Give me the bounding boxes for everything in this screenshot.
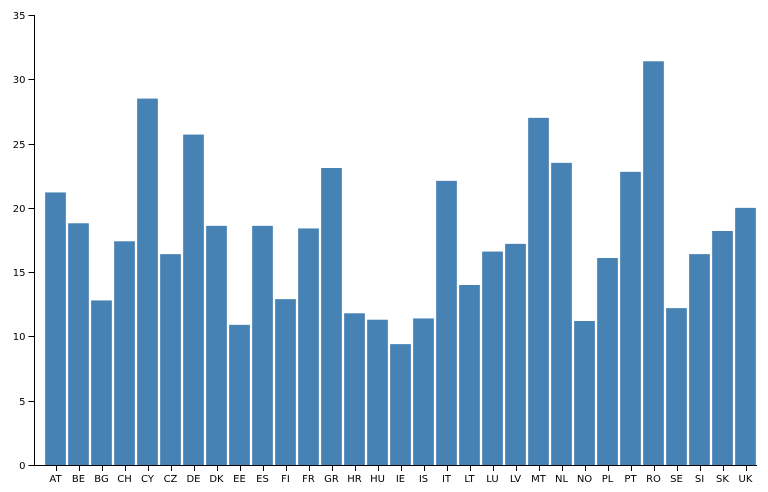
bar xyxy=(114,241,135,465)
bar xyxy=(137,98,158,466)
bar xyxy=(275,299,296,465)
x-tick-label: DE xyxy=(186,474,200,485)
bar xyxy=(735,207,756,465)
x-tick-label: DK xyxy=(209,474,224,485)
x-tick-label: CY xyxy=(141,474,155,485)
bar xyxy=(160,254,181,465)
x-tick-label: RO xyxy=(646,474,661,485)
bar xyxy=(620,171,641,465)
bar xyxy=(68,223,89,465)
x-tick-label: PL xyxy=(602,474,614,485)
x-tick-label: HR xyxy=(347,474,362,485)
bar xyxy=(229,324,250,465)
x-tick-label: MT xyxy=(531,474,547,485)
bar xyxy=(643,61,664,466)
y-tick-label: 15 xyxy=(13,268,26,279)
bar xyxy=(436,180,457,465)
x-tick-label: SK xyxy=(716,474,729,485)
x-tick-label: IS xyxy=(419,474,428,485)
x-tick-label: NL xyxy=(555,474,568,485)
bar xyxy=(367,319,388,465)
bar xyxy=(459,285,480,465)
bar xyxy=(413,318,434,465)
x-tick-label: FR xyxy=(302,474,315,485)
x-tick-label: ES xyxy=(256,474,269,485)
x-tick-label: BG xyxy=(94,474,108,485)
x-tick-label: CZ xyxy=(164,474,178,485)
x-tick-label: SE xyxy=(670,474,683,485)
y-tick-label: 20 xyxy=(13,204,26,215)
y-tick-label: 25 xyxy=(13,140,26,151)
bar xyxy=(390,344,411,465)
x-tick-label: GR xyxy=(324,474,339,485)
x-tick-label: BE xyxy=(72,474,85,485)
bar xyxy=(597,258,618,465)
x-tick-label: FI xyxy=(281,474,290,485)
x-tick-label: PT xyxy=(624,474,637,485)
bar xyxy=(505,243,526,465)
bar xyxy=(712,231,733,465)
y-tick-label: 30 xyxy=(13,75,26,86)
bar xyxy=(183,134,204,466)
bar xyxy=(252,225,273,465)
x-tick-label: LT xyxy=(464,474,475,485)
x-tick-label: SI xyxy=(695,474,704,485)
x-tick-label: AT xyxy=(49,474,62,485)
bar xyxy=(551,162,572,465)
x-tick-label: IE xyxy=(396,474,405,485)
bar xyxy=(45,192,66,465)
x-tick-label: UK xyxy=(739,474,753,485)
bar xyxy=(206,225,227,465)
y-tick-label: 5 xyxy=(19,397,25,408)
bar xyxy=(482,251,503,465)
bar xyxy=(666,308,687,465)
x-tick-label: LV xyxy=(510,474,521,485)
x-tick-label: CH xyxy=(117,474,132,485)
y-tick-label: 0 xyxy=(19,461,25,472)
y-tick-label: 10 xyxy=(13,332,26,343)
x-tick-label: EE xyxy=(233,474,246,485)
bar xyxy=(298,228,319,465)
bar xyxy=(321,168,342,465)
bar xyxy=(91,300,112,465)
x-tick-label: HU xyxy=(370,474,385,485)
bar xyxy=(528,117,549,465)
x-tick-label: IT xyxy=(442,474,452,485)
x-tick-label: LU xyxy=(486,474,498,485)
bar xyxy=(344,313,365,465)
bar xyxy=(574,321,595,465)
y-tick-label: 35 xyxy=(13,11,26,22)
bar xyxy=(689,254,710,465)
x-tick-label: NO xyxy=(577,474,592,485)
